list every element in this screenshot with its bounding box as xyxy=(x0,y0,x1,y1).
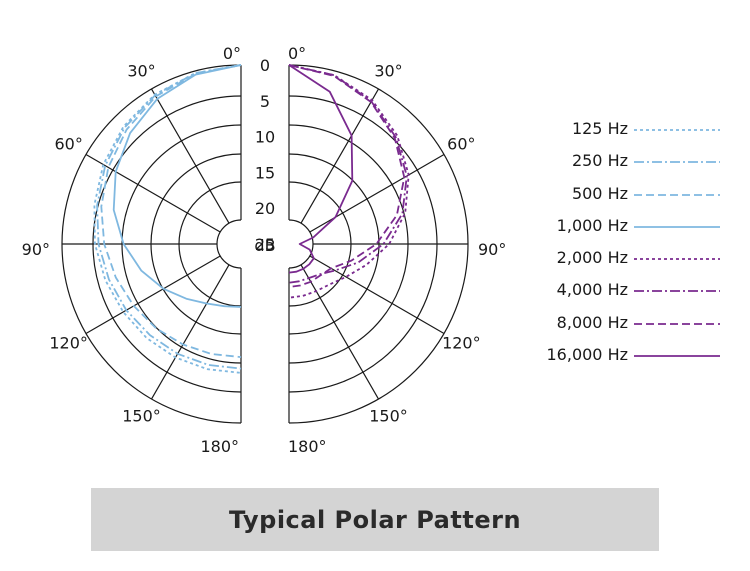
series-curve xyxy=(100,64,242,358)
grid-spoke xyxy=(300,88,380,224)
legend-label: 1,000 Hz xyxy=(556,215,628,235)
polar-grid xyxy=(61,64,469,424)
legend: 125 Hz 250 Hz 500 Hz 1,000 Hz 2,000 Hz 4,000 … xyxy=(510,113,720,371)
radial-tick-label: 15 xyxy=(255,163,275,182)
radial-tick-label: 0 xyxy=(260,56,270,75)
grid-spoke xyxy=(85,255,221,335)
radial-tick-label: 5 xyxy=(260,92,270,111)
legend-item: 16,000 Hz xyxy=(510,339,720,371)
angle-label-right: 180° xyxy=(288,437,327,456)
angle-label-right: 0° xyxy=(288,44,306,63)
angle-label-right: 30° xyxy=(374,62,402,81)
angle-label-left: 180° xyxy=(200,437,239,456)
legend-swatch xyxy=(634,161,720,164)
legend-label: 2,000 Hz xyxy=(556,248,628,268)
legend-label: 500 Hz xyxy=(571,183,628,203)
polar-curves xyxy=(93,64,410,374)
grid-inner-arc xyxy=(288,219,314,269)
legend-swatch xyxy=(634,225,720,228)
legend-swatch xyxy=(634,290,720,293)
angle-label-left: 150° xyxy=(122,406,161,425)
series-curve xyxy=(288,64,406,288)
legend-item: 2,000 Hz xyxy=(510,242,720,274)
polar-chart: 0° 0° 30° 30° 60° 60° 90° 90° 120° 120° 150° 150° 18… xyxy=(22,44,507,456)
angle-label-left: 30° xyxy=(127,62,155,81)
angle-label-right: 60° xyxy=(447,135,475,154)
grid-spoke xyxy=(300,264,380,400)
legend-item: 250 Hz xyxy=(510,145,720,177)
grid-spoke xyxy=(309,255,445,335)
angle-label-right: 90° xyxy=(478,240,506,259)
grid-inner-arc xyxy=(216,219,242,269)
radial-tick-label: 10 xyxy=(255,128,275,147)
grid-spoke xyxy=(150,88,230,224)
legend-item: 4,000 Hz xyxy=(510,274,720,306)
angle-label-left: 120° xyxy=(49,334,88,353)
legend-item: 500 Hz xyxy=(510,178,720,210)
legend-item: 8,000 Hz xyxy=(510,307,720,339)
radial-unit-label: dB xyxy=(254,236,275,255)
radial-tick-label: 25 xyxy=(255,235,275,254)
angle-label-right: 120° xyxy=(442,334,481,353)
series-curve xyxy=(288,64,408,284)
grid-spoke xyxy=(309,153,445,233)
legend-swatch xyxy=(634,355,720,357)
radial-tick-label: 20 xyxy=(255,199,275,218)
legend-label: 4,000 Hz xyxy=(556,280,628,300)
angle-label-left: 60° xyxy=(54,135,82,154)
legend-item: 1,000 Hz xyxy=(510,210,720,242)
polar-labels: 0° 0° 30° 30° 60° 60° 90° 90° 120° 120° 150° 150° 18… xyxy=(22,44,507,456)
series-curve xyxy=(288,64,354,274)
legend-swatch xyxy=(634,258,720,261)
legend-label: 8,000 Hz xyxy=(556,312,628,332)
angle-label-left: 0° xyxy=(223,44,241,63)
legend-item: 125 Hz xyxy=(510,113,720,145)
title-bar: Typical Polar Pattern xyxy=(91,488,659,551)
grid-spoke xyxy=(85,153,221,233)
legend-swatch xyxy=(634,322,720,325)
angle-label-right: 150° xyxy=(369,406,408,425)
legend-swatch xyxy=(634,193,720,196)
angle-label-left: 90° xyxy=(22,240,50,259)
chart-title: Typical Polar Pattern xyxy=(228,505,522,534)
series-curve xyxy=(112,64,242,308)
legend-label: 16,000 Hz xyxy=(546,345,629,365)
series-curve xyxy=(288,64,410,299)
legend-swatch xyxy=(634,129,720,131)
grid-spoke xyxy=(150,264,230,400)
legend-label: 125 Hz xyxy=(571,119,628,138)
series-curve xyxy=(96,64,242,370)
legend-label: 250 Hz xyxy=(571,151,628,171)
